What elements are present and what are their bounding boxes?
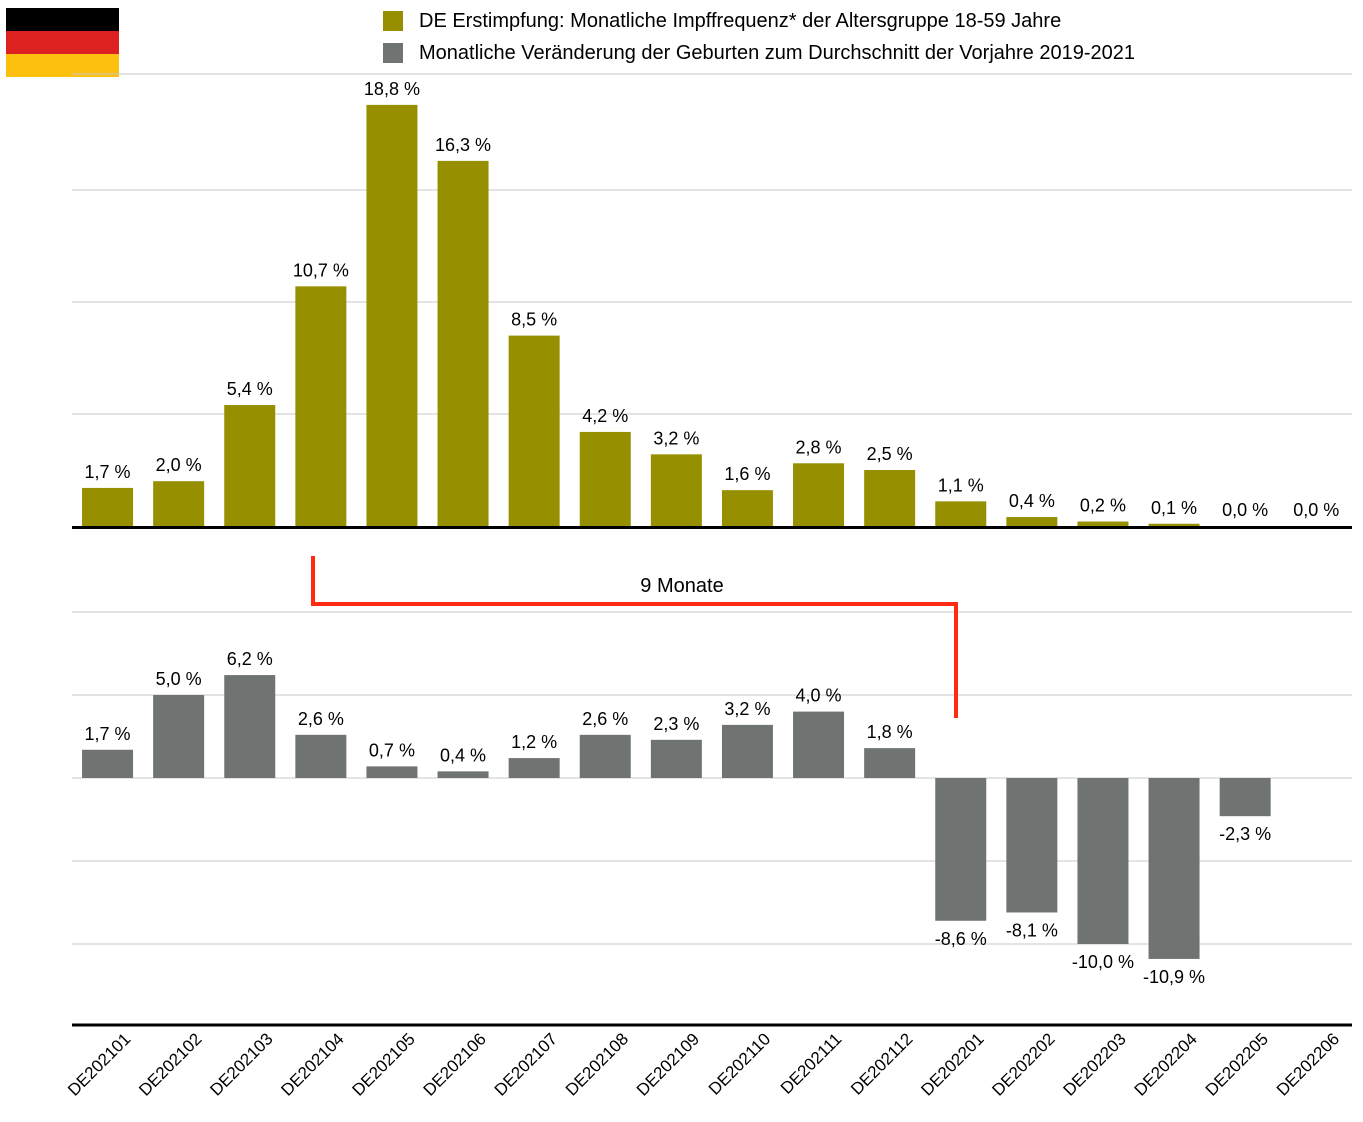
- bar-vaccination-DE202108: [579, 431, 631, 526]
- bar-births-DE202107: [508, 758, 560, 778]
- data-label-births-DE202203: -10,0 %: [1072, 952, 1134, 972]
- data-label-births-DE202201: -8,6 %: [935, 929, 987, 949]
- legend-item-vaccination: DE Erstimpfung: Monatliche Impffrequenz*…: [383, 8, 1061, 34]
- data-label-births-DE202110: 3,2 %: [724, 699, 770, 719]
- bar-vaccination-DE202204: [1148, 523, 1200, 526]
- flag-stripe-black: [6, 8, 119, 31]
- bar-vaccination-DE202102: [153, 481, 205, 526]
- x-tick-label-DE202206: DE202206: [1273, 1029, 1343, 1099]
- bar-vaccination-DE202101: [82, 487, 134, 526]
- data-label-births-DE202103: 6,2 %: [227, 649, 273, 669]
- bar-vaccination-DE202105: [366, 104, 418, 526]
- legend-item-births: Monatliche Veränderung der Geburten zum …: [383, 40, 1135, 66]
- data-label-vaccination-DE202106: 16,3 %: [435, 135, 491, 155]
- data-label-births-DE202202: -8,1 %: [1006, 920, 1058, 940]
- x-tick-label-DE202109: DE202109: [633, 1029, 703, 1099]
- bar-vaccination-DE202110: [721, 490, 773, 526]
- bar-vaccination-DE202107: [508, 335, 560, 526]
- bar-births-DE202204: [1148, 778, 1200, 959]
- x-tick-label-DE202205: DE202205: [1202, 1029, 1272, 1099]
- data-label-vaccination-DE202104: 10,7 %: [293, 260, 349, 280]
- x-tick-label-DE202204: DE202204: [1131, 1029, 1201, 1099]
- bar-vaccination-DE202203: [1077, 521, 1129, 526]
- x-tick-label-DE202111: DE202111: [777, 1029, 845, 1097]
- data-label-births-DE202205: -2,3 %: [1219, 824, 1271, 844]
- x-tick-label-DE202104: DE202104: [277, 1029, 347, 1099]
- data-label-vaccination-DE202205: 0,0 %: [1222, 500, 1268, 520]
- germany-flag: [6, 8, 119, 77]
- x-tick-label-DE202107: DE202107: [491, 1029, 561, 1099]
- flag-stripe-red: [6, 31, 119, 54]
- legend-swatch-vaccination: [383, 11, 403, 31]
- data-label-births-DE202111: 4,0 %: [796, 686, 842, 706]
- legend-label-vaccination: DE Erstimpfung: Monatliche Impffrequenz*…: [419, 9, 1062, 32]
- data-label-vaccination-DE202110: 1,6 %: [724, 464, 770, 484]
- data-label-births-DE202101: 1,7 %: [85, 724, 131, 744]
- x-tick-label-DE202112: DE202112: [847, 1029, 916, 1098]
- bar-births-DE202205: [1219, 778, 1271, 817]
- bar-vaccination-DE202109: [650, 454, 702, 526]
- data-label-births-DE202109: 2,3 %: [653, 714, 699, 734]
- bar-vaccination-DE202112: [864, 470, 916, 526]
- data-label-births-DE202104: 2,6 %: [298, 709, 344, 729]
- data-label-births-DE202106: 0,4 %: [440, 745, 486, 765]
- legend-swatch-births: [383, 43, 403, 63]
- data-label-vaccination-DE202107: 8,5 %: [511, 310, 557, 330]
- data-label-vaccination-DE202108: 4,2 %: [582, 406, 628, 426]
- x-tick-label-DE202101: DE202101: [64, 1029, 134, 1099]
- x-tick-label-DE202203: DE202203: [1060, 1029, 1130, 1099]
- data-label-births-DE202107: 1,2 %: [511, 732, 557, 752]
- data-label-vaccination-DE202204: 0,1 %: [1151, 498, 1197, 518]
- bar-births-DE202110: [721, 724, 773, 778]
- x-tick-label-DE202110: DE202110: [705, 1029, 774, 1098]
- x-tick-label-DE202102: DE202102: [135, 1029, 205, 1099]
- x-tick-label-DE202108: DE202108: [562, 1029, 632, 1099]
- data-label-vaccination-DE202105: 18,8 %: [364, 79, 420, 99]
- data-label-vaccination-DE202201: 1,1 %: [938, 475, 984, 495]
- bar-births-DE202112: [864, 748, 916, 778]
- data-label-vaccination-DE202202: 0,4 %: [1009, 491, 1055, 511]
- data-label-births-DE202102: 5,0 %: [156, 669, 202, 689]
- bar-births-DE202106: [437, 771, 489, 778]
- x-tick-label-DE202106: DE202106: [420, 1029, 490, 1099]
- x-tick-label-DE202105: DE202105: [349, 1029, 419, 1099]
- bar-births-DE202103: [224, 675, 276, 778]
- bar-vaccination-DE202103: [224, 405, 276, 526]
- bar-vaccination-DE202201: [935, 501, 987, 526]
- annotation-bracket: [311, 556, 958, 718]
- annotation-label: 9 Monate: [640, 575, 723, 597]
- flag-stripe-gold: [6, 54, 119, 77]
- legend-label-births: Monatliche Veränderung der Geburten zum …: [419, 41, 1135, 64]
- bar-births-DE202108: [579, 734, 631, 778]
- bar-births-DE202201: [935, 778, 987, 921]
- bar-births-DE202104: [295, 734, 347, 778]
- bar-births-DE202105: [366, 766, 418, 778]
- x-tick-label-DE202202: DE202202: [988, 1029, 1058, 1099]
- data-label-vaccination-DE202203: 0,2 %: [1080, 496, 1126, 516]
- bar-vaccination-DE202111: [793, 463, 845, 526]
- x-tick-label-DE202103: DE202103: [206, 1029, 276, 1099]
- bar-births-DE202101: [82, 749, 134, 778]
- data-label-vaccination-DE202112: 2,5 %: [867, 444, 913, 464]
- bar-vaccination-DE202104: [295, 286, 347, 526]
- data-label-births-DE202204: -10,9 %: [1143, 967, 1205, 987]
- data-label-births-DE202112: 1,8 %: [867, 722, 913, 742]
- bar-births-DE202111: [793, 711, 845, 778]
- data-label-vaccination-DE202101: 1,7 %: [85, 462, 131, 482]
- bar-births-DE202109: [650, 739, 702, 778]
- data-label-vaccination-DE202109: 3,2 %: [653, 428, 699, 448]
- data-label-vaccination-DE202111: 2,8 %: [796, 437, 842, 457]
- bar-vaccination-DE202106: [437, 160, 489, 526]
- data-label-vaccination-DE202102: 2,0 %: [156, 455, 202, 475]
- data-label-vaccination-DE202206: 0,0 %: [1293, 500, 1339, 520]
- bar-births-DE202203: [1077, 778, 1129, 944]
- data-label-births-DE202105: 0,7 %: [369, 740, 415, 760]
- bar-births-DE202102: [153, 695, 205, 778]
- bar-vaccination-DE202202: [1006, 517, 1058, 526]
- bar-births-DE202202: [1006, 778, 1058, 913]
- data-label-vaccination-DE202103: 5,4 %: [227, 379, 273, 399]
- data-label-births-DE202108: 2,6 %: [582, 709, 628, 729]
- x-tick-label-DE202201: DE202201: [917, 1029, 987, 1099]
